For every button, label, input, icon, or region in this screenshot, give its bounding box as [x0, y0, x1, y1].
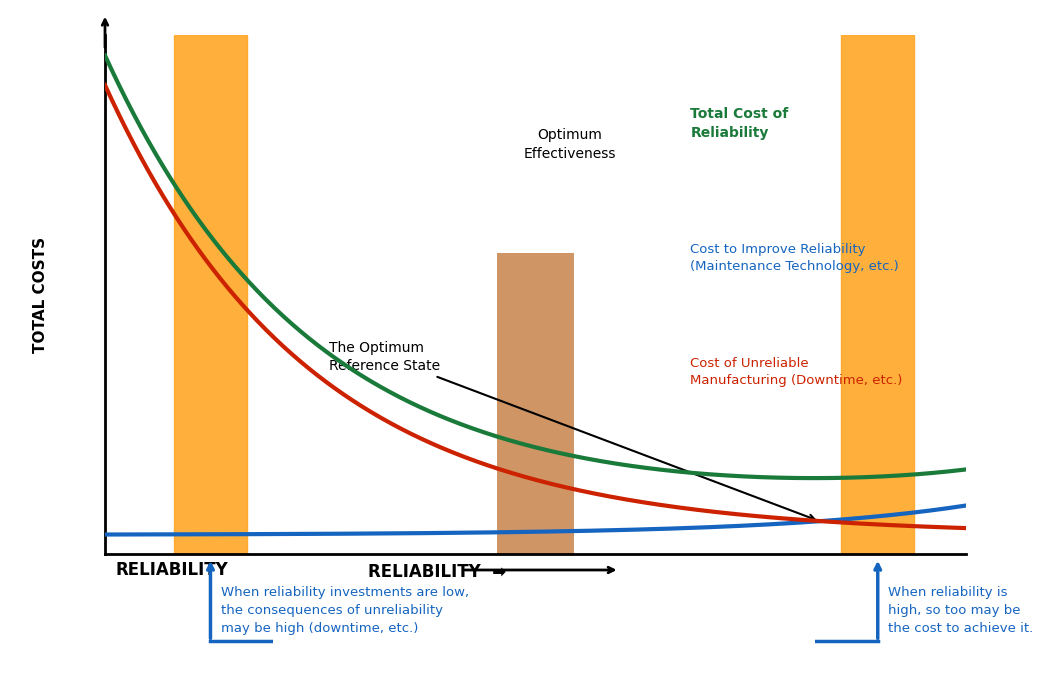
Bar	[497, 253, 574, 554]
Text: RELIABILITY: RELIABILITY	[116, 561, 228, 579]
Text: Cost of Unreliable
Manufacturing (Downtime, etc.): Cost of Unreliable Manufacturing (Downti…	[691, 357, 903, 387]
Text: When reliability investments are low,
the consequences of unreliability
may be h: When reliability investments are low, th…	[220, 586, 469, 635]
Bar	[841, 35, 915, 554]
Text: Cost to Improve Reliability
(Maintenance Technology, etc.): Cost to Improve Reliability (Maintenance…	[691, 243, 899, 272]
Text: Optimum
Effectiveness: Optimum Effectiveness	[524, 128, 616, 161]
Bar	[174, 35, 247, 554]
Text: Total Cost of
Reliability: Total Cost of Reliability	[691, 107, 789, 140]
Text: RELIABILITY  ➡: RELIABILITY ➡	[368, 563, 506, 581]
Text: TOTAL COSTS: TOTAL COSTS	[33, 236, 48, 353]
Text: When reliability is
high, so too may be
the cost to achieve it.: When reliability is high, so too may be …	[888, 586, 1033, 635]
Text: The Optimum
Reference State: The Optimum Reference State	[329, 341, 815, 520]
